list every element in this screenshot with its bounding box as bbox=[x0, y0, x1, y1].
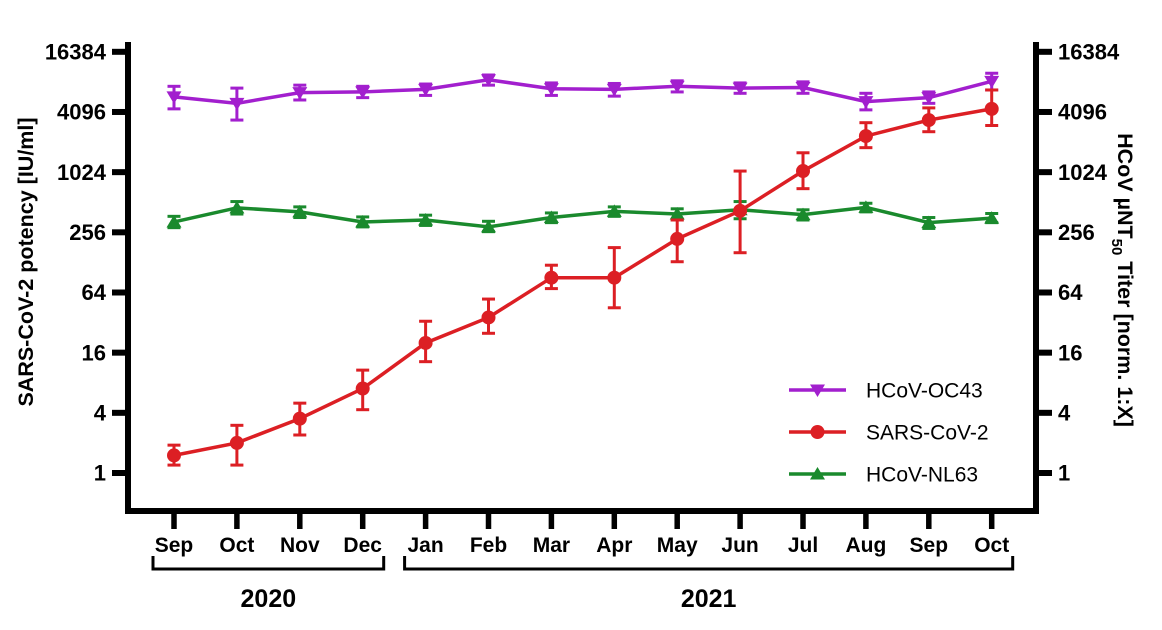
y-tick-label-right: 16 bbox=[1058, 340, 1082, 365]
circle-marker bbox=[670, 231, 685, 246]
triangle-up-marker bbox=[669, 207, 685, 220]
y-tick-label-left: 4096 bbox=[57, 100, 106, 125]
circle-marker bbox=[921, 113, 936, 128]
circle-marker bbox=[418, 335, 433, 350]
series-line bbox=[173, 205, 992, 229]
x-tick-label: Apr bbox=[596, 534, 632, 557]
x-tick-label: Feb bbox=[470, 534, 507, 557]
triangle-up-marker bbox=[921, 215, 937, 229]
year-bracket bbox=[403, 556, 1015, 571]
x-tick-label: Jun bbox=[721, 534, 758, 557]
triangle-down-marker bbox=[481, 74, 496, 87]
triangle-up-marker bbox=[418, 213, 434, 226]
x-tick-label: Sep bbox=[155, 534, 194, 557]
legend-item-hcov-nl63: HCoV-NL63 bbox=[789, 463, 978, 486]
left-axis-title: SARS-CoV-2 potency [IU/ml] bbox=[14, 117, 38, 406]
legend-label: SARS-CoV-2 bbox=[866, 421, 989, 444]
x-tick-label: Mar bbox=[533, 534, 570, 557]
legend-circle-marker bbox=[810, 425, 825, 439]
triangle-up-marker bbox=[355, 214, 371, 228]
y-tick-label-left: 256 bbox=[69, 220, 106, 245]
circle-marker bbox=[733, 203, 748, 218]
circle-marker bbox=[229, 435, 244, 450]
series-sars-cov-2 bbox=[167, 88, 999, 467]
circle-marker bbox=[167, 448, 181, 463]
y-tick-label-right: 4096 bbox=[1058, 100, 1107, 125]
y-tick-label-right: 4 bbox=[1058, 401, 1071, 426]
triangle-down-marker bbox=[669, 80, 685, 94]
x-tick-label: Aug bbox=[845, 534, 886, 557]
year-label: 2021 bbox=[681, 585, 737, 613]
circle-marker bbox=[858, 129, 873, 144]
triangle-down-marker bbox=[543, 83, 559, 96]
circle-marker bbox=[292, 411, 307, 426]
series-hcov-oc43 bbox=[166, 71, 1000, 122]
triangle-down-marker bbox=[858, 96, 874, 109]
x-tick-label: Nov bbox=[280, 534, 320, 557]
circle-marker bbox=[796, 164, 810, 179]
triangle-down-marker bbox=[355, 86, 371, 99]
triangle-down-marker bbox=[795, 81, 811, 95]
circle-marker bbox=[481, 310, 496, 325]
y-tick-label-right: 1 bbox=[1058, 461, 1070, 486]
triangle-down-marker bbox=[229, 97, 245, 111]
triangle-down-marker bbox=[732, 82, 748, 96]
right-axis-title: HCoV µNT50 Titer [norm. 1:X] bbox=[1108, 133, 1137, 427]
x-tick-label: Jul bbox=[788, 534, 818, 557]
triangle-up-marker bbox=[984, 211, 1000, 224]
triangle-down-marker bbox=[418, 83, 434, 97]
series-line bbox=[173, 78, 993, 106]
y-tick-label-right: 1024 bbox=[1058, 160, 1108, 185]
y-tick-label-left: 16 bbox=[82, 340, 106, 365]
y-tick-label-left: 4 bbox=[94, 401, 107, 426]
legend: HCoV-OC43 SARS-CoV-2 HCoV-NL63 bbox=[789, 379, 989, 486]
triangle-down-marker bbox=[292, 87, 308, 100]
x-tick-label: Oct bbox=[974, 534, 1009, 557]
triangle-up-marker bbox=[606, 204, 622, 217]
circle-marker bbox=[355, 381, 370, 396]
x-tick-label: May bbox=[657, 534, 698, 557]
triangle-up-marker bbox=[795, 207, 811, 221]
triangle-up-marker bbox=[229, 200, 245, 214]
y-tick-label-right: 64 bbox=[1058, 280, 1083, 305]
y-tick-label-right: 16384 bbox=[1058, 40, 1120, 65]
triangle-up-marker bbox=[292, 204, 308, 218]
x-tick-label: Jan bbox=[408, 534, 444, 557]
x-tick-label: Dec bbox=[343, 534, 382, 557]
y-tick-label-left: 16384 bbox=[45, 40, 107, 65]
legend-label: HCoV-OC43 bbox=[866, 379, 983, 402]
series-hcov-nl63 bbox=[166, 200, 1000, 234]
legend-label: HCoV-NL63 bbox=[866, 463, 978, 486]
year-bracket bbox=[151, 556, 386, 571]
year-label: 2020 bbox=[241, 585, 297, 613]
triangle-up-marker bbox=[543, 210, 559, 224]
triangle-down-marker bbox=[166, 91, 182, 104]
triangle-up-marker bbox=[481, 219, 496, 233]
series-line bbox=[173, 107, 993, 458]
legend-triangle-up-marker bbox=[810, 467, 825, 480]
legend-item-hcov-oc43: HCoV-OC43 bbox=[789, 379, 983, 402]
y-tick-label-left: 1024 bbox=[57, 160, 107, 185]
legend-item-sars-cov-2: SARS-CoV-2 bbox=[789, 421, 989, 444]
circle-marker bbox=[544, 270, 559, 285]
legend-triangle-down-marker bbox=[810, 384, 825, 397]
triangle-up-marker bbox=[166, 214, 182, 228]
circle-marker bbox=[607, 270, 622, 285]
y-tick-label-left: 64 bbox=[82, 280, 107, 305]
triangle-down-marker bbox=[606, 83, 622, 97]
y-tick-label-left: 1 bbox=[94, 461, 106, 486]
y-tick-label-right: 256 bbox=[1058, 220, 1095, 245]
triangle-down-marker bbox=[921, 92, 937, 105]
x-tick-label: Sep bbox=[910, 534, 949, 557]
triangle-down-marker bbox=[984, 75, 1000, 89]
x-tick-label: Oct bbox=[219, 534, 254, 557]
triangle-up-marker bbox=[858, 200, 874, 213]
circle-marker bbox=[984, 101, 999, 116]
